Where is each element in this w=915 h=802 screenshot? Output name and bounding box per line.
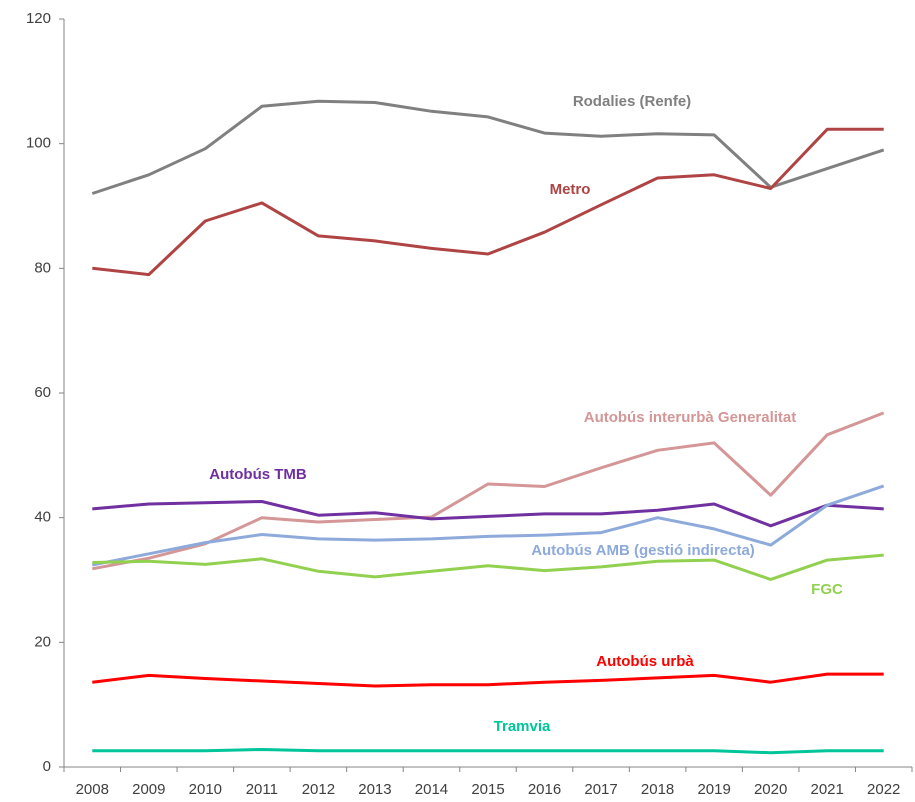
y-tick-label: 60 <box>34 384 51 401</box>
series-label: Autobús urbà <box>596 653 694 670</box>
series-line <box>92 672 884 688</box>
y-tick-label: 40 <box>34 509 51 526</box>
y-tick-label: 20 <box>34 633 51 650</box>
series-line <box>92 127 884 277</box>
y-tick-label: 120 <box>26 10 51 27</box>
x-tick-label: 2014 <box>415 781 448 798</box>
series-line <box>92 553 884 581</box>
x-tick-label: 2018 <box>641 781 674 798</box>
x-tick-label: 2009 <box>132 781 165 798</box>
x-tick-label: 2019 <box>697 781 730 798</box>
x-tick-label: 2015 <box>471 781 504 798</box>
series-line <box>91 99 885 195</box>
y-tick-label: 80 <box>34 259 51 276</box>
x-tick-label: 2010 <box>189 781 222 798</box>
y-tick-label: 100 <box>26 135 51 152</box>
series-label: Rodalies (Renfe) <box>573 93 691 110</box>
x-tick-label: 2016 <box>528 781 561 798</box>
series-line <box>92 411 885 571</box>
x-tick-label: 2017 <box>584 781 617 798</box>
series-label: FGC <box>811 581 843 598</box>
series-label: Autobús interurbà Generalitat <box>584 409 797 426</box>
x-tick-label: 2012 <box>302 781 335 798</box>
x-tick-label: 2008 <box>76 781 109 798</box>
series-label: Autobús TMB <box>209 466 307 483</box>
x-tick-label: 2022 <box>867 781 900 798</box>
y-tick-label: 0 <box>43 758 51 775</box>
series-label: Tramvia <box>494 718 551 735</box>
x-tick-label: 2021 <box>811 781 844 798</box>
x-tick-label: 2020 <box>754 781 787 798</box>
x-tick-label: 2011 <box>246 781 278 798</box>
series-label: Metro <box>550 181 591 198</box>
series-line <box>92 500 884 528</box>
series-label: Autobús AMB (gestió indirecta) <box>531 542 755 559</box>
x-tick-label: 2013 <box>358 781 391 798</box>
series-line <box>92 484 885 567</box>
series-line <box>92 748 884 755</box>
